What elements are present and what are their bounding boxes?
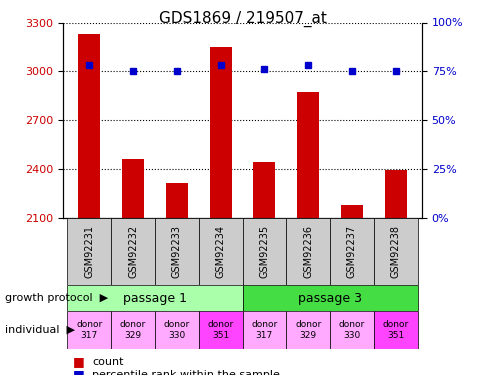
FancyBboxPatch shape bbox=[286, 217, 329, 285]
FancyBboxPatch shape bbox=[286, 311, 329, 349]
Text: donor
351: donor 351 bbox=[207, 320, 233, 340]
FancyBboxPatch shape bbox=[155, 311, 198, 349]
Bar bbox=[253, 162, 275, 218]
Text: donor
330: donor 330 bbox=[164, 320, 190, 340]
Text: donor
330: donor 330 bbox=[338, 320, 364, 340]
FancyBboxPatch shape bbox=[373, 311, 417, 349]
Bar bbox=[297, 92, 318, 218]
FancyBboxPatch shape bbox=[67, 217, 111, 285]
FancyBboxPatch shape bbox=[111, 311, 155, 349]
Text: GSM92235: GSM92235 bbox=[259, 225, 269, 278]
Text: donor
329: donor 329 bbox=[294, 320, 320, 340]
Text: passage 1: passage 1 bbox=[123, 292, 186, 304]
Text: donor
317: donor 317 bbox=[251, 320, 277, 340]
Text: ■: ■ bbox=[73, 356, 84, 368]
FancyBboxPatch shape bbox=[242, 285, 417, 311]
Text: GSM92231: GSM92231 bbox=[84, 225, 94, 278]
FancyBboxPatch shape bbox=[373, 217, 417, 285]
Text: GSM92238: GSM92238 bbox=[390, 225, 400, 278]
FancyBboxPatch shape bbox=[67, 311, 111, 349]
FancyBboxPatch shape bbox=[198, 311, 242, 349]
Text: growth protocol  ▶: growth protocol ▶ bbox=[5, 293, 108, 303]
FancyBboxPatch shape bbox=[329, 217, 373, 285]
Text: GSM92232: GSM92232 bbox=[128, 225, 138, 278]
Text: individual  ▶: individual ▶ bbox=[5, 325, 75, 335]
Text: donor
351: donor 351 bbox=[382, 320, 408, 340]
Text: count: count bbox=[92, 357, 123, 367]
Bar bbox=[384, 170, 406, 217]
FancyBboxPatch shape bbox=[329, 311, 373, 349]
Text: donor
317: donor 317 bbox=[76, 320, 102, 340]
FancyBboxPatch shape bbox=[155, 217, 198, 285]
FancyBboxPatch shape bbox=[242, 217, 286, 285]
FancyBboxPatch shape bbox=[198, 217, 242, 285]
Text: passage 3: passage 3 bbox=[298, 292, 361, 304]
Bar bbox=[122, 159, 144, 218]
Text: percentile rank within the sample: percentile rank within the sample bbox=[92, 370, 279, 375]
Bar bbox=[166, 183, 187, 218]
Bar bbox=[209, 47, 231, 217]
FancyBboxPatch shape bbox=[67, 285, 242, 311]
FancyBboxPatch shape bbox=[111, 217, 155, 285]
Text: GSM92233: GSM92233 bbox=[171, 225, 182, 278]
Text: GSM92237: GSM92237 bbox=[346, 225, 356, 278]
Bar bbox=[340, 206, 362, 218]
Bar bbox=[78, 34, 100, 218]
Text: GSM92236: GSM92236 bbox=[302, 225, 313, 278]
Text: GDS1869 / 219507_at: GDS1869 / 219507_at bbox=[158, 11, 326, 27]
Text: ■: ■ bbox=[73, 369, 84, 375]
Text: donor
329: donor 329 bbox=[120, 320, 146, 340]
FancyBboxPatch shape bbox=[242, 311, 286, 349]
Text: GSM92234: GSM92234 bbox=[215, 225, 225, 278]
